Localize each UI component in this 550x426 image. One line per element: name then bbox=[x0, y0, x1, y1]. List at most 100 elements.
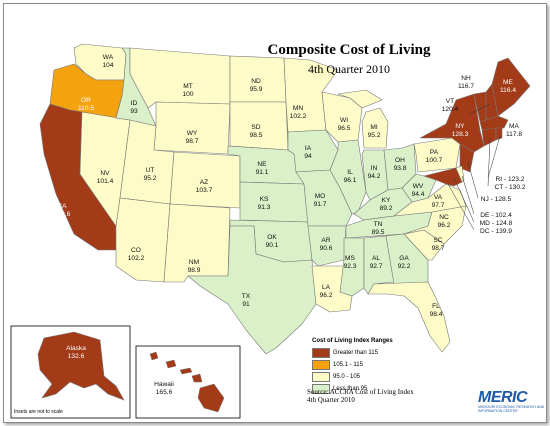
state-ca bbox=[39, 103, 117, 251]
map-title: Composite Cost of Living bbox=[267, 42, 431, 58]
state-nc bbox=[403, 205, 467, 245]
state-label-ky: KY 89.2 bbox=[380, 197, 393, 212]
state-ak bbox=[37, 331, 125, 401]
state-label-ut: UT 95.2 bbox=[144, 167, 157, 182]
map-subtitle: 4th Quarter 2010 bbox=[308, 62, 390, 76]
hawaii-island-kauai bbox=[149, 351, 159, 361]
state-label-nd: ND 95.9 bbox=[250, 78, 263, 93]
state-de bbox=[455, 165, 465, 183]
leader-nj bbox=[467, 161, 479, 199]
legend-item: 95.0 - 105 bbox=[312, 371, 422, 383]
state-label-vt: VT 120.4 bbox=[442, 98, 459, 113]
state-label-mn: MN 102.2 bbox=[290, 105, 307, 120]
state-ar bbox=[307, 225, 347, 267]
legend: Cost of Living Index Ranges Greater than… bbox=[312, 338, 422, 395]
legend-swatch bbox=[312, 348, 330, 358]
us-map: WA 104 OR 110.5 CA 132.6 ID 93 NV 101.4 MT 100… bbox=[10, 43, 531, 419]
hawaii-island-maui bbox=[191, 373, 203, 383]
state-label-wy: WY 98.7 bbox=[186, 130, 199, 145]
leader-ct bbox=[487, 137, 491, 187]
state-wy bbox=[153, 101, 231, 155]
state-label-tx: TX 91 bbox=[242, 293, 251, 308]
state-label-co: AZ 103.7 bbox=[196, 179, 213, 194]
source-line: 4th Quarter 2010 bbox=[307, 396, 355, 404]
state-label-fl: FL 98.4 bbox=[430, 303, 443, 318]
state-label-tn: TN 89.5 bbox=[372, 221, 385, 236]
state-label-mo: MO 91.7 bbox=[314, 193, 327, 208]
state-label-sd: SD 98.5 bbox=[250, 124, 263, 139]
state-label-ok: OK 90.1 bbox=[266, 234, 279, 249]
state-label-al: AL 92.7 bbox=[370, 255, 383, 270]
state-az bbox=[115, 197, 171, 283]
state-label-ms: MS 92.3 bbox=[344, 255, 357, 270]
source-line: Source: ACCRA Cost of Living Index bbox=[307, 388, 414, 396]
state-label-wv: WV 94.4 bbox=[412, 183, 425, 198]
logo-tagline: MISSOURI ECONOMIC RESEARCH AND INFORMATI… bbox=[478, 405, 545, 413]
legend-label: Greater than 115 bbox=[333, 350, 378, 356]
state-fl bbox=[367, 281, 451, 353]
leader-de bbox=[461, 175, 475, 215]
state-ks bbox=[239, 181, 309, 223]
state-label-va: VA 97.7 bbox=[432, 194, 445, 209]
state-mi-upper bbox=[337, 89, 383, 109]
state-il bbox=[329, 139, 367, 215]
state-label-nc: NC 96.2 bbox=[438, 214, 451, 229]
state-label-wi: WI 96.5 bbox=[338, 117, 351, 132]
state-label-hi: Hawaii 165.6 bbox=[154, 381, 174, 396]
state-label-mi: MI 95.2 bbox=[368, 124, 381, 139]
state-label-ma: MA 117.8 bbox=[506, 123, 522, 138]
inset-note: Insets are not to scale bbox=[14, 409, 63, 415]
legend-item: Less than 95 bbox=[312, 383, 422, 395]
map-frame: WA 104 OR 110.5 CA 132.6 ID 93 NV 101.4 MT 100… bbox=[3, 3, 547, 423]
state-label-sc: SC 98.7 bbox=[432, 237, 445, 252]
state-ma bbox=[479, 115, 509, 131]
state-label-ca: CA 132.6 bbox=[54, 203, 71, 218]
legend-label: Less than 95 bbox=[333, 386, 368, 392]
state-ri bbox=[495, 127, 503, 141]
state-label-ia: IA 94 bbox=[304, 145, 312, 160]
state-label-de: DE - 102.4 bbox=[480, 212, 512, 219]
hawaii-island-oahu bbox=[165, 359, 177, 369]
legend-item: 105.1 - 115 bbox=[312, 359, 422, 371]
legend-swatch bbox=[312, 372, 330, 382]
state-label-wa: WA 104 bbox=[102, 54, 113, 69]
state-label-ne: NE 91.1 bbox=[256, 161, 269, 176]
state-label-md: MD - 124.8 bbox=[480, 220, 513, 227]
leader-nh bbox=[469, 103, 491, 115]
state-mi bbox=[361, 107, 389, 149]
state-label-az: CO 102.2 bbox=[128, 247, 145, 262]
state-label-or: OR 110.5 bbox=[78, 97, 94, 112]
state-label-ak: Alaska 132.6 bbox=[66, 345, 86, 360]
state-ny bbox=[419, 93, 485, 153]
legend-title: Cost of Living Index Ranges bbox=[312, 338, 393, 344]
state-label-nm: NM 98.9 bbox=[188, 259, 201, 274]
state-ia bbox=[287, 129, 339, 173]
source-note: Source: ACCRA Cost of Living Index 4th Q… bbox=[307, 388, 414, 404]
state-label-ga: GA 92.2 bbox=[398, 255, 411, 270]
state-label-id: ID 93 bbox=[130, 100, 138, 115]
state-label-nv: NV 101.4 bbox=[97, 170, 114, 185]
state-label-in: IN 94.2 bbox=[368, 165, 381, 180]
state-label-ar: AR 90.6 bbox=[320, 237, 333, 252]
legend-swatch bbox=[312, 360, 330, 370]
state-tx bbox=[187, 225, 317, 355]
state-label-oh: OH 93.8 bbox=[394, 157, 407, 172]
legend-label: 95.0 - 105 bbox=[333, 374, 361, 380]
state-label-nj: NJ - 128.5 bbox=[481, 196, 512, 203]
state-label-la: LA 96.2 bbox=[320, 284, 333, 299]
legend-swatch bbox=[312, 384, 330, 394]
state-label-me: ME 116.4 bbox=[500, 79, 516, 94]
leader-md bbox=[453, 177, 475, 223]
legend-item: Greater than 115 bbox=[312, 347, 422, 359]
state-label-mt: MT 100 bbox=[182, 83, 193, 98]
hawaii-island-molokai bbox=[179, 367, 193, 375]
meric-logo: MERIC MISSOURI ECONOMIC RESEARCH AND INF… bbox=[478, 389, 546, 413]
state-ga bbox=[385, 233, 429, 285]
state-mt bbox=[129, 47, 231, 109]
leader-dc bbox=[447, 183, 475, 231]
hawaii-island-big bbox=[197, 383, 225, 413]
state-ct bbox=[481, 127, 497, 147]
state-label-ri: RI - 123.2 bbox=[496, 176, 525, 183]
state-label-dc: DC - 139.9 bbox=[480, 228, 512, 235]
state-label-il: IL 96.1 bbox=[344, 169, 357, 184]
